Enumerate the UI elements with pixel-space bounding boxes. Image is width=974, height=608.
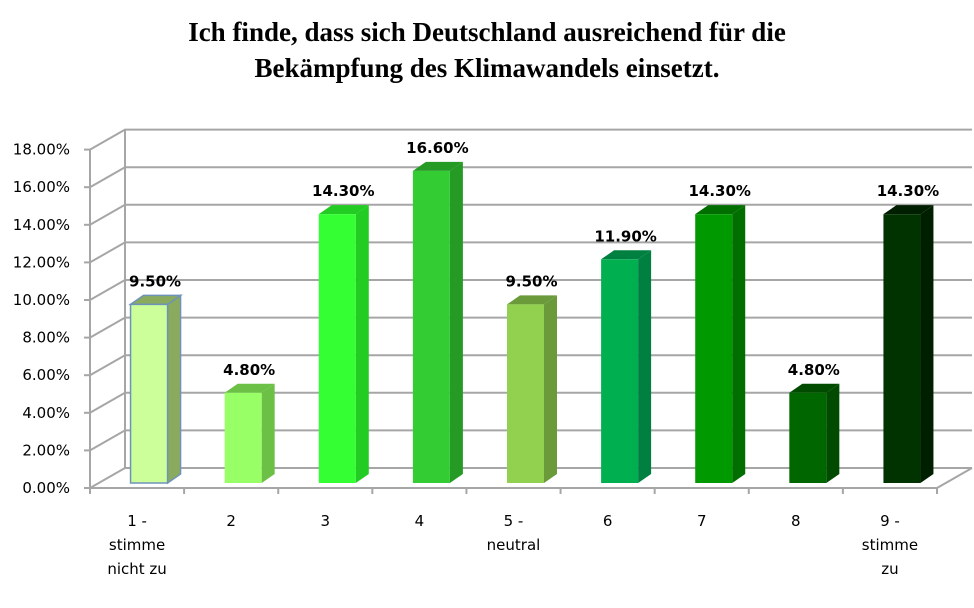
data-label: 4.80% (223, 361, 275, 379)
floor-edge (936, 467, 973, 489)
data-label: 9.50% (505, 272, 557, 290)
x-tick-label: 6 (603, 512, 613, 530)
bar-front (224, 392, 262, 483)
x-tick-label: 4 (415, 512, 425, 530)
bar-front (695, 214, 733, 483)
data-label: 16.60% (406, 139, 468, 157)
bar-top (224, 383, 275, 393)
y-tick-label: 12.00% (13, 253, 70, 271)
y-tick-label: 6.00% (22, 366, 70, 384)
x-tick-label: zu (881, 560, 898, 578)
bar-top (695, 205, 746, 215)
bar-3 (318, 205, 369, 483)
gridline (89, 128, 972, 151)
x-tick-label: neutral (487, 536, 541, 554)
bar-front (507, 304, 544, 483)
bar-top (507, 295, 557, 305)
x-tick-label: 3 (321, 512, 331, 530)
x-tick-label: 9 - (880, 512, 900, 530)
data-label: 9.50% (129, 272, 181, 290)
data-label: 14.30% (688, 182, 750, 200)
data-label: 4.80% (788, 361, 840, 379)
bar-front (318, 214, 356, 483)
y-tick-label: 16.00% (13, 178, 70, 196)
bar-front (412, 170, 450, 484)
bar-side (355, 205, 369, 483)
bar-7 (695, 205, 746, 483)
x-tick-label: 5 - (504, 512, 524, 530)
data-label: 14.30% (312, 182, 374, 200)
y-tick-label: 2.00% (22, 441, 70, 459)
y-tick-label: 0.00% (22, 479, 70, 497)
bar-side (261, 383, 275, 483)
bar-side (732, 205, 746, 483)
y-tick-label: 18.00% (13, 141, 70, 159)
bar-8 (789, 383, 840, 483)
bar-side (544, 295, 557, 483)
bar-6 (601, 250, 652, 483)
y-tick-label: 10.00% (13, 291, 70, 309)
x-tick-label: 2 (226, 512, 236, 530)
x-tick-label: stimme (862, 536, 918, 554)
bar-side (826, 383, 840, 483)
bar-side (449, 161, 463, 484)
chart-title: Ich finde, dass sich Deutschland ausreic… (0, 14, 974, 86)
bar-top (789, 383, 840, 393)
data-label: 14.30% (877, 182, 939, 200)
x-tick-label: nicht zu (107, 560, 166, 578)
bar-1 (128, 293, 183, 485)
y-tick-label: 14.00% (13, 216, 70, 234)
bar-front (601, 259, 639, 483)
y-tick-label: 4.00% (22, 404, 70, 422)
bar-top (318, 205, 369, 215)
gridline (89, 241, 972, 264)
bar-side (638, 250, 652, 483)
gridline (89, 203, 972, 226)
x-tick-label: 8 (791, 512, 801, 530)
y-tick-label: 8.00% (22, 329, 70, 347)
bar-side (166, 293, 182, 485)
bar-5 (507, 295, 557, 483)
bar-2 (224, 383, 275, 483)
title-line-2: Bekämpfung des Klimawandels einsetzt. (254, 53, 720, 83)
x-tick-label: stimme (109, 536, 165, 554)
bar-4 (412, 161, 463, 484)
bar-front (789, 392, 827, 483)
bar-front (129, 303, 169, 484)
x-tick-label: 1 - (127, 512, 147, 530)
bar-front (883, 214, 921, 483)
data-label: 11.90% (594, 227, 656, 245)
bar-9 (883, 205, 934, 483)
x-tick-label: 7 (697, 512, 707, 530)
bar-top (412, 161, 463, 171)
gridline (89, 166, 972, 189)
bar-top (883, 205, 934, 215)
title-line-1: Ich finde, dass sich Deutschland ausreic… (188, 17, 786, 47)
bar-top (601, 250, 652, 260)
bar-side (920, 205, 934, 483)
